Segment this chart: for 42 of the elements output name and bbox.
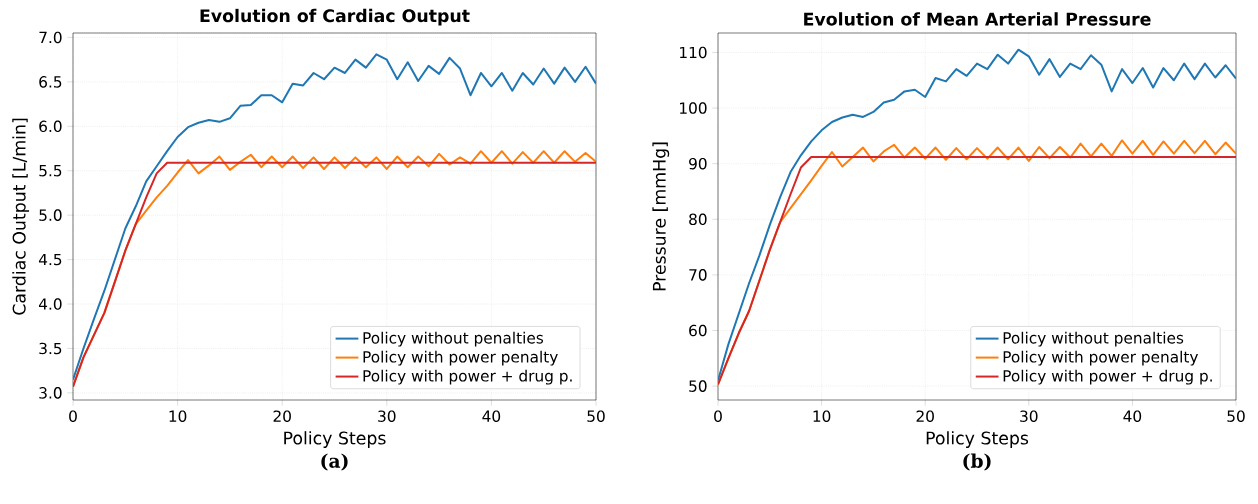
legend-label: Policy without penalties xyxy=(363,331,544,347)
x-tick-label: 40 xyxy=(1123,410,1142,422)
x-tick-label: 0 xyxy=(714,410,722,422)
x-tick-label: 50 xyxy=(1227,410,1245,422)
y-tick-label: 7.0 xyxy=(39,31,62,44)
x-tick-label: 10 xyxy=(813,410,831,422)
x-tick-label: 50 xyxy=(587,410,605,422)
y-tick-label: 6.0 xyxy=(39,120,62,133)
x-tick-label: 20 xyxy=(273,410,291,422)
y-tick-label: 50 xyxy=(689,380,707,392)
y-axis-title: Pressure [mmHg] xyxy=(652,142,670,291)
legend-label: Policy with power penalty xyxy=(1003,350,1199,366)
x-tick-label: 20 xyxy=(916,410,934,422)
legend-label: Policy with power + drug p. xyxy=(1003,369,1212,385)
chart-title: Evolution of Cardiac Output xyxy=(200,8,470,26)
y-tick-label: 60 xyxy=(689,324,707,337)
y-tick-label: 90 xyxy=(689,157,707,170)
y-tick-label: 6.5 xyxy=(39,76,62,88)
legend-label: Policy with power + drug p. xyxy=(363,369,572,385)
text: (a) xyxy=(321,453,348,471)
x-tick-label: 0 xyxy=(69,410,77,422)
x-tick-label: 30 xyxy=(378,410,396,422)
y-tick-label: 70 xyxy=(689,269,707,281)
x-axis-title: Policy Steps xyxy=(284,431,386,448)
legend-label: Policy with power penalty xyxy=(363,350,558,366)
x-tick-label: 10 xyxy=(169,410,187,422)
chart-title: Evolution of Mean Arterial Pressure xyxy=(804,12,1151,26)
x-tick-label: 30 xyxy=(1020,410,1038,422)
y-tick-label: 3.5 xyxy=(39,342,62,355)
y-tick-label: 4.5 xyxy=(38,253,62,266)
legend-label: Policy without penalties xyxy=(1003,331,1184,347)
y-axis-title: Cardiac Output [L/min] xyxy=(12,118,30,315)
y-tick-label: 110 xyxy=(680,46,707,59)
y-tick-label: 3.0 xyxy=(39,387,62,399)
y-tick-label: 4.0 xyxy=(38,298,62,310)
text: (b) xyxy=(963,453,991,471)
y-tick-label: 5.5 xyxy=(39,165,62,177)
y-tick-label: 80 xyxy=(689,213,707,226)
x-tick-label: 40 xyxy=(482,410,501,422)
y-tick-label: 100 xyxy=(680,102,707,114)
x-axis-title: Policy Steps xyxy=(926,431,1029,448)
y-tick-label: 5.0 xyxy=(39,209,62,221)
